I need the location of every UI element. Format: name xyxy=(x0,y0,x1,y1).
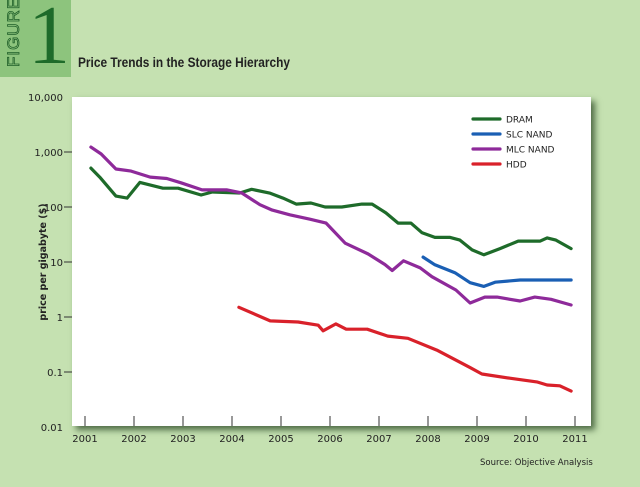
y-axis: 10,000 1,000 100 10 1 0.1 0.01 xyxy=(28,93,72,434)
x-tick-label: 2008 xyxy=(415,434,440,445)
chart-title: Price Trends in the Storage Hierarchy xyxy=(78,55,290,70)
legend-label: MLC NAND xyxy=(506,146,555,156)
y-tick-label: 10 xyxy=(50,258,63,269)
series-lines xyxy=(89,145,573,393)
legend-label: HDD xyxy=(506,161,527,171)
y-tick-label: 0.01 xyxy=(41,423,63,434)
x-tick-label: 2003 xyxy=(170,434,195,445)
y-axis-label: price per gigabyte ($) xyxy=(38,203,49,320)
y-tick-label: 1 xyxy=(57,313,63,324)
series-line-dram xyxy=(89,166,573,257)
x-tick-label: 2002 xyxy=(121,434,146,445)
y-tick-label: 1,000 xyxy=(34,148,63,159)
y-tick-label: 0.1 xyxy=(47,368,63,379)
x-tick-label: 2005 xyxy=(268,434,293,445)
y-tick-label: 10,000 xyxy=(28,93,63,104)
plot-panel xyxy=(72,97,591,426)
x-tick-label: 2006 xyxy=(317,434,342,445)
x-tick-label: 2001 xyxy=(72,434,97,445)
legend: DRAM SLC NAND MLC NAND HDD xyxy=(471,116,555,171)
series-line-slc-nand xyxy=(421,255,573,288)
legend-label: SLC NAND xyxy=(506,131,552,141)
figure-number: 1 xyxy=(28,0,70,82)
source-note: Source: Objective Analysis xyxy=(480,458,593,468)
figure-badge: FIGURE 1 xyxy=(0,0,71,82)
series-line-hdd xyxy=(237,305,573,393)
x-tick-label: 2009 xyxy=(464,434,489,445)
x-tick-label: 2004 xyxy=(219,434,244,445)
legend-label: DRAM xyxy=(506,116,533,126)
x-axis: 2001 2002 2003 2004 2005 2006 2007 2008 2009 2010… xyxy=(72,416,588,445)
series-line-mlc-nand xyxy=(89,145,573,307)
x-tick-label: 2011 xyxy=(562,434,587,445)
x-tick-label: 2010 xyxy=(513,434,538,445)
y-tick-label: 100 xyxy=(44,203,63,214)
x-tick-label: 2007 xyxy=(366,434,391,445)
